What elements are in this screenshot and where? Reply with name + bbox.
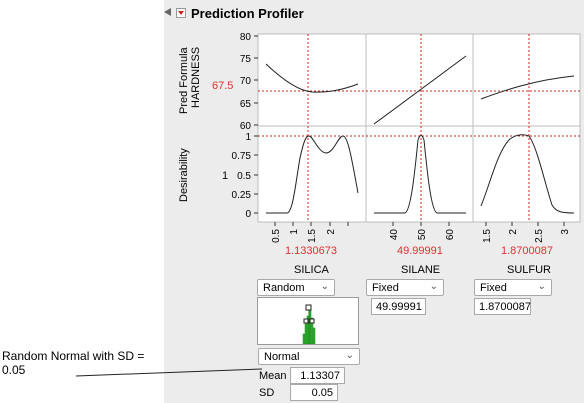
x-tick-label: 1 xyxy=(289,229,300,235)
silane-desirability-curve xyxy=(374,135,466,214)
sulfur-current-value[interactable]: 1.8700087 xyxy=(501,245,553,257)
y-tick-label: 65 xyxy=(240,99,252,110)
sd-label: SD xyxy=(259,387,275,399)
sulfur-desirability-curve xyxy=(480,134,575,214)
bottom-plot-frames xyxy=(257,125,581,223)
x-tick-label: 50 xyxy=(417,229,428,241)
distribution-dropdown[interactable]: Normal ⌄ xyxy=(258,348,360,365)
annotation-connector-line xyxy=(75,368,263,377)
silane-current-value[interactable]: 49.99991 xyxy=(397,245,443,257)
silica-mode-dropdown[interactable]: Random ⌄ xyxy=(257,279,335,296)
chevron-down-icon: ⌄ xyxy=(429,281,438,292)
chevron-down-icon: ⌄ xyxy=(345,350,354,361)
y-tick-label: 60 xyxy=(240,121,252,132)
y-tick-label: 75 xyxy=(240,54,252,65)
x-tick-label: 3 xyxy=(560,229,571,235)
y-tick-label: 80 xyxy=(240,32,252,43)
y-axis-ticks-bottom: 1 0.75 0.5 0.25 0 xyxy=(232,132,258,220)
x-tick-labels: 0.5 1 1.5 2 40 50 60 1.5 2 2.5 3 xyxy=(271,229,571,243)
y-axis-ticks-top: 80 75 70 65 60 xyxy=(240,32,258,132)
x-tick-label: 40 xyxy=(389,229,400,241)
silane-mode-value: Fixed xyxy=(372,282,399,294)
distribution-value: Normal xyxy=(264,351,300,363)
mean-label: Mean xyxy=(259,370,287,382)
x-tick-label: 2.5 xyxy=(534,229,545,243)
silica-factor-name: SILICA xyxy=(294,264,329,276)
silica-response-curve xyxy=(265,63,359,93)
y-tick-label: 0 xyxy=(245,209,251,220)
silica-mode-value: Random xyxy=(263,282,305,294)
y-tick-label: 1 xyxy=(245,132,251,143)
mean-handle[interactable] xyxy=(305,304,312,311)
x-tick-label: 1.5 xyxy=(482,229,493,243)
x-tick-label: 0.5 xyxy=(271,229,282,243)
silane-value-field[interactable]: 49.99991 xyxy=(371,298,426,315)
annotation-callout: Random Normal with SD = 0.05 xyxy=(2,349,145,377)
top-plot-frames xyxy=(257,33,581,127)
silane-mode-dropdown[interactable]: Fixed ⌄ xyxy=(366,279,444,296)
silica-desirability-curve xyxy=(266,135,359,214)
y-tick-label: 0.5 xyxy=(237,171,251,182)
x-tick-label: 2 xyxy=(326,229,337,235)
sulfur-mode-dropdown[interactable]: Fixed ⌄ xyxy=(474,279,552,296)
chevron-down-icon: ⌄ xyxy=(320,281,329,292)
response-current-value: 67.5 xyxy=(212,80,234,92)
silane-factor-name: SILANE xyxy=(401,264,441,276)
y-tick-label: 0.75 xyxy=(232,151,252,162)
chevron-down-icon: ⌄ xyxy=(537,281,546,292)
sd-field[interactable]: 0.05 xyxy=(290,384,338,401)
sulfur-mode-value: Fixed xyxy=(480,282,507,294)
sd-handle-left[interactable] xyxy=(303,318,309,324)
silane-response-curve xyxy=(373,55,467,125)
x-tick-label: 60 xyxy=(445,229,456,241)
silica-current-value[interactable]: 1.1330673 xyxy=(285,245,337,257)
vertical-crosshairs[interactable] xyxy=(307,34,530,222)
histogram-graphic xyxy=(302,304,316,344)
y-tick-label: 0.25 xyxy=(232,190,252,201)
sulfur-response-curve xyxy=(480,75,575,100)
sulfur-factor-name: SULFUR xyxy=(507,264,552,276)
red-triangle-menu-button[interactable] xyxy=(176,8,186,18)
distribution-preview xyxy=(257,297,359,345)
mean-field[interactable]: 1.13307 xyxy=(290,367,345,384)
desirability-current-value: 1 xyxy=(222,170,229,182)
y-tick-label: 70 xyxy=(240,76,252,87)
red-triangle-icon xyxy=(178,11,184,15)
sulfur-value-field[interactable]: 1.8700087 xyxy=(474,298,531,315)
x-tick-label: 1.5 xyxy=(307,229,318,243)
x-tick-label: 2 xyxy=(508,229,519,235)
sd-handle-right[interactable] xyxy=(309,318,315,324)
x-axis-ticks xyxy=(274,222,565,226)
profiler-title: Prediction Profiler xyxy=(191,6,304,21)
collapse-triangle-icon[interactable] xyxy=(164,8,172,16)
